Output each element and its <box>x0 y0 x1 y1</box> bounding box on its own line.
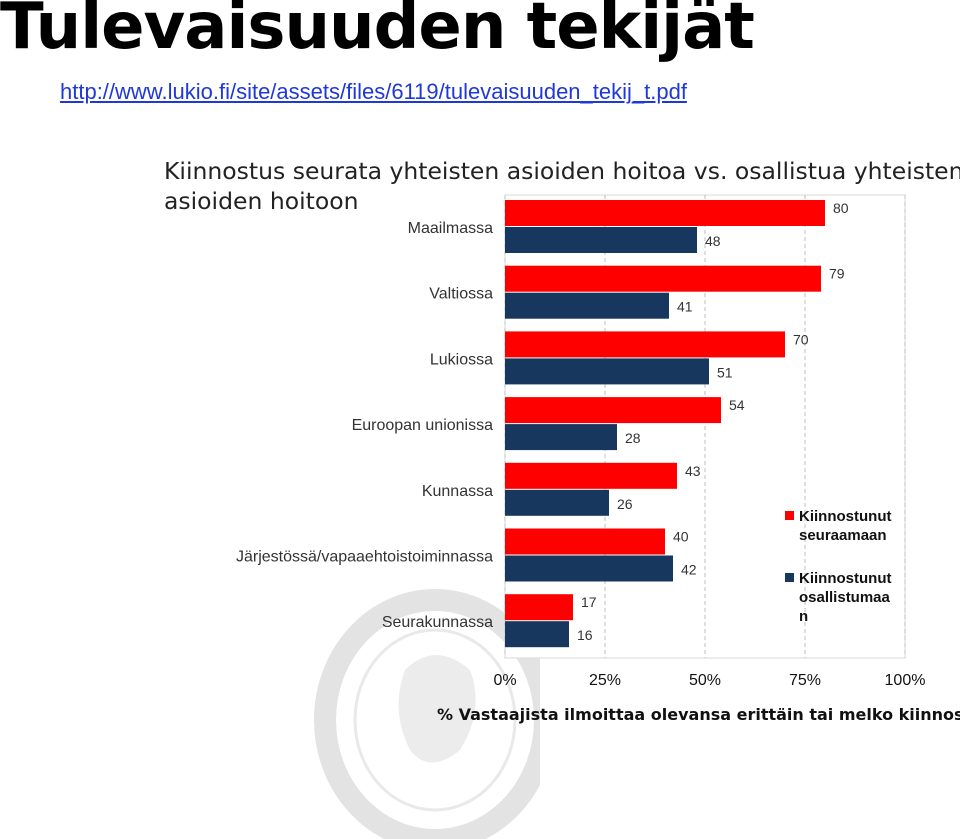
x-tick-label: 50% <box>689 672 721 689</box>
bar <box>505 528 665 555</box>
source-link[interactable]: http://www.lukio.fi/site/assets/files/61… <box>60 79 687 104</box>
page-title: Tulevaisuuden tekijät <box>0 0 755 64</box>
bar <box>505 594 573 621</box>
x-tick-label: 25% <box>589 672 621 689</box>
chart-title: Kiinnostus seurata yhteisten asioiden ho… <box>164 157 960 215</box>
legend-label: osallistumaa <box>799 589 891 606</box>
bar <box>505 621 569 648</box>
legend-label: n <box>799 608 808 625</box>
data-label: 40 <box>673 529 689 545</box>
bar <box>505 555 673 582</box>
data-label: 70 <box>793 331 809 347</box>
x-tick-label: 75% <box>789 672 821 689</box>
bar <box>505 462 677 489</box>
bar <box>505 200 825 226</box>
data-label: 42 <box>681 562 697 578</box>
bar <box>505 358 709 385</box>
bar <box>505 331 785 358</box>
legend-label: Kiinnostunut <box>799 570 891 587</box>
legend-swatch <box>785 573 794 582</box>
legend-swatch <box>785 511 794 520</box>
bar <box>505 227 697 253</box>
data-label: 51 <box>717 364 733 380</box>
x-axis-title: % Vastaajista ilmoittaa olevansa erittäi… <box>437 705 960 724</box>
bar <box>505 397 721 424</box>
legend-label: seuraamaan <box>799 527 887 544</box>
category-label: Seurakunnassa <box>382 614 493 631</box>
category-label: Kunnassa <box>422 483 493 500</box>
bar <box>505 489 609 516</box>
category-label: Valtiossa <box>429 286 493 303</box>
data-label: 28 <box>625 430 641 446</box>
bar <box>505 292 669 319</box>
x-tick-label: 0% <box>493 672 516 689</box>
category-label: Lukiossa <box>430 351 493 368</box>
data-label: 41 <box>677 299 693 315</box>
data-label: 80 <box>833 200 849 216</box>
data-label: 54 <box>729 397 745 413</box>
seal-watermark-icon <box>314 589 540 839</box>
bar <box>505 265 821 292</box>
data-label: 17 <box>581 594 597 610</box>
category-label: Maailmassa <box>408 220 493 237</box>
data-label: 79 <box>829 266 845 282</box>
data-label: 26 <box>617 496 633 512</box>
data-label: 16 <box>577 627 593 643</box>
data-label: 43 <box>685 463 701 479</box>
category-label: Järjestössä/vapaaehtoistoiminnassa <box>236 549 493 566</box>
category-label: Euroopan unionissa <box>352 417 494 434</box>
data-label: 48 <box>705 233 721 249</box>
bar <box>505 424 617 451</box>
x-tick-label: 100% <box>885 672 926 689</box>
legend-label: Kiinnostunut <box>799 508 891 525</box>
